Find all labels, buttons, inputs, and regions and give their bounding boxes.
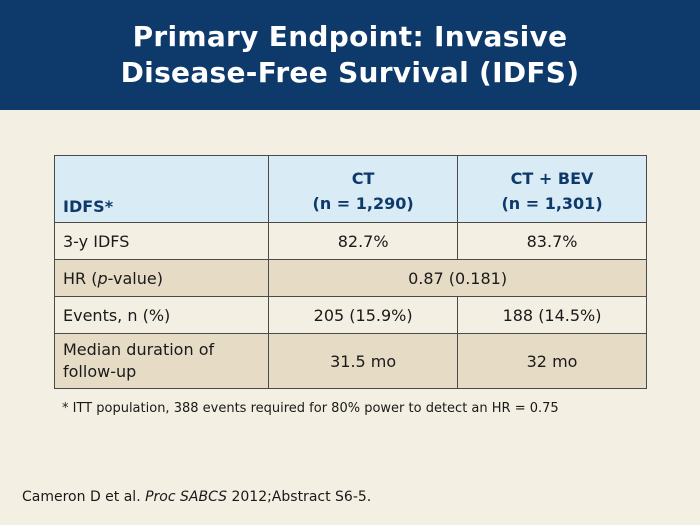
table-header-row: IDFS* CT (n = 1,290) CT + BEV (n = 1,301…	[53, 155, 647, 223]
cell-ct: 82.7%	[268, 222, 459, 260]
header-ct: CT (n = 1,290)	[268, 155, 459, 223]
table-row-3y-idfs: 3-y IDFS 82.7% 83.7%	[53, 222, 647, 260]
table-row-median-followup: Median duration of follow-up 31.5 mo 32 m…	[53, 333, 647, 389]
cell-ct: 205 (15.9%)	[268, 296, 459, 334]
cell-ct-bev: 83.7%	[457, 222, 647, 260]
header-ct-n: (n = 1,290)	[312, 194, 414, 213]
median-label-line-1: Median duration of	[63, 340, 215, 359]
cell-hr-merged: 0.87 (0.181)	[268, 259, 647, 297]
header-ct-bev: CT + BEV (n = 1,301)	[457, 155, 647, 223]
title-bar: Primary Endpoint: Invasive Disease-Free …	[0, 0, 700, 110]
cell-ct: 31.5 mo	[268, 333, 459, 389]
slide-title-line-2: Disease-Free Survival (IDFS)	[120, 56, 580, 89]
row-label: 3-y IDFS	[53, 222, 270, 260]
hr-label-post: -value)	[107, 268, 163, 288]
median-label: Median duration of follow-up	[63, 335, 260, 387]
citation: Cameron D et al. Proc SABCS 2012;Abstrac…	[22, 489, 371, 505]
row-label: Events, n (%)	[53, 296, 270, 334]
citation-details: 2012;Abstract S6-5.	[227, 489, 372, 505]
slide-title-line-1: Primary Endpoint: Invasive	[132, 20, 568, 53]
table-row-hr: HR (p-value) 0.87 (0.181)	[53, 259, 647, 297]
header-idfs: IDFS*	[53, 155, 270, 223]
idfs-table: IDFS* CT (n = 1,290) CT + BEV (n = 1,301…	[53, 155, 647, 389]
hr-label-italic: p	[97, 268, 108, 288]
citation-journal: Proc SABCS	[145, 489, 228, 505]
row-label: HR (p-value)	[53, 259, 270, 297]
table-row-events: Events, n (%) 205 (15.9%) 188 (14.5%)	[53, 296, 647, 334]
citation-authors: Cameron D et al.	[22, 489, 146, 505]
median-label-line-2: follow-up	[63, 362, 137, 381]
row-label: Median duration of follow-up	[53, 333, 270, 389]
cell-ct-bev: 188 (14.5%)	[457, 296, 647, 334]
header-ct-bev-name: CT + BEV	[510, 169, 594, 188]
header-ct-bev-n: (n = 1,301)	[501, 194, 603, 213]
footnote: * ITT population, 388 events required fo…	[62, 401, 559, 416]
hr-label-pre: HR (	[63, 268, 98, 288]
header-ct-name: CT	[351, 169, 375, 188]
cell-ct-bev: 32 mo	[457, 333, 647, 389]
